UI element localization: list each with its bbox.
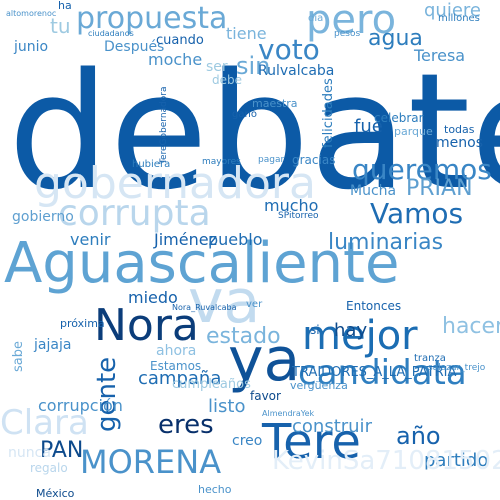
word-hacer: hacer — [442, 314, 500, 339]
word-ano: año — [396, 422, 441, 450]
word-ha: ha — [58, 0, 72, 12]
word-pagar: pagar — [258, 155, 285, 165]
word-ver: ver — [246, 299, 263, 310]
word-rulvalcaba: Rulvalcaba — [258, 63, 335, 79]
word-pan: PAN — [40, 438, 84, 463]
word-listo: listo — [208, 396, 246, 417]
word-agua: agua — [368, 26, 423, 51]
word-traidores-a-la-patria: TRAIDORES_A_LA_PATRIA — [292, 365, 457, 380]
word-jimenez: Jiménez — [154, 230, 217, 249]
word-pesos: pesos — [334, 29, 361, 39]
word-millones: millones — [438, 13, 480, 24]
word-si: si — [310, 323, 320, 337]
word-quiere: quiere — [424, 0, 481, 21]
word-va: va — [188, 267, 261, 337]
word-mayores: mayores — [202, 157, 241, 167]
word-todas: todas — [444, 123, 475, 136]
word-regalo: regalo — [30, 461, 68, 475]
word-pero: pero — [306, 0, 397, 43]
word-verguenza: vergüenza — [290, 379, 348, 392]
word-tiene: tiene — [226, 24, 267, 43]
word-hay: hay — [334, 320, 368, 341]
word-estamos: Estamos — [150, 359, 202, 373]
word-entonces: Entonces — [346, 299, 402, 313]
word-sin: sin — [236, 52, 271, 80]
word-ahora: ahora — [156, 343, 197, 359]
word-tu: tu — [50, 14, 71, 38]
word-menos: menos — [436, 135, 483, 151]
word-maestra: maestra — [252, 97, 298, 110]
word-eres: eres — [158, 410, 214, 440]
word-mejor: mejor — [302, 313, 418, 359]
word-spitorreo: SPitorreo — [278, 211, 319, 221]
word-queremos: queremos — [352, 153, 492, 186]
word-jajaja: jajaja — [34, 337, 72, 353]
word-altomorenoc: altomorenoc — [6, 9, 57, 18]
word-despues: Después — [104, 39, 165, 55]
word-celebrar: celebrar — [374, 111, 424, 125]
word-gobernadora: gobernadora — [34, 158, 316, 209]
word-parque: parque — [394, 125, 433, 138]
word-luminarias: luminarias — [328, 230, 444, 255]
word-pueblo: pueblo — [208, 230, 263, 249]
word-vamos: Vamos — [370, 197, 464, 230]
word-tere: Tere — [262, 414, 361, 470]
word-favor: favor — [250, 389, 281, 403]
word-estado: estado — [206, 324, 281, 349]
word-voto: voto — [258, 33, 320, 66]
word-venir: venir — [70, 230, 111, 249]
word-candidata: candidata — [298, 353, 467, 393]
word-prian: PRIAN — [406, 176, 473, 201]
word-fue: fue — [354, 116, 383, 137]
word-tranza: tranza — [414, 353, 446, 364]
word-gobierno: gobierno — [12, 209, 74, 225]
word-mucho: mucho — [264, 196, 319, 215]
word-teresa: Teresa — [414, 46, 466, 65]
word-nunca: nunca — [8, 445, 51, 461]
word-miedo: miedo — [128, 288, 178, 307]
word-dia: día — [308, 13, 324, 24]
word-gente: gente — [92, 356, 122, 432]
word-sabe: sabe — [11, 341, 26, 372]
word-teregobernadora: TereGobernadora — [159, 86, 169, 164]
word-construir: construir — [292, 416, 372, 437]
word-hubiera: hubiera — [132, 159, 171, 170]
word-ciudadanos: ciudadanos — [88, 29, 134, 38]
word-ya: ya — [228, 325, 301, 395]
word-salazar-trejo: salazar_trejo — [428, 363, 486, 373]
word-debate: debate — [8, 38, 500, 225]
word-aguascaliente: Aguascaliente — [4, 231, 400, 296]
word-morena: MORENA — [80, 443, 222, 481]
word-corrupcion: corrupción — [38, 396, 123, 415]
word-gano: ganó — [232, 109, 257, 120]
word-felicidades: felicidades — [321, 78, 336, 148]
word-nora: Nora — [94, 300, 199, 351]
word-debe: debe — [212, 73, 242, 87]
word-mucha: Mucha — [350, 183, 397, 199]
word-clara: Clara — [0, 403, 89, 443]
word-cumpleanos: cumpleaños — [172, 377, 251, 392]
word-partido: partido — [424, 450, 489, 471]
word-junio: junio — [14, 39, 49, 55]
word-ser: ser — [206, 59, 228, 75]
word-mexico: México — [36, 487, 75, 500]
word-cuando: cuando — [156, 33, 204, 48]
word-almendrayek: AlmendraYek — [262, 409, 315, 418]
word-campana: campaña — [138, 368, 222, 389]
word-creo: creo — [232, 433, 263, 449]
word-nora-ruvalcaba: Nora_Ruvalcaba — [172, 303, 237, 312]
word-propuesta: propuesta — [76, 1, 228, 36]
word-gracias: gracias — [292, 153, 336, 167]
word-proxima: próxima — [60, 317, 105, 330]
word-hecho: hecho — [198, 483, 232, 496]
word-kevinsa71081502: KevinSa71081502 — [272, 446, 500, 476]
word-corrupta: corrupta — [58, 193, 211, 234]
word-moche: moche — [148, 50, 203, 69]
